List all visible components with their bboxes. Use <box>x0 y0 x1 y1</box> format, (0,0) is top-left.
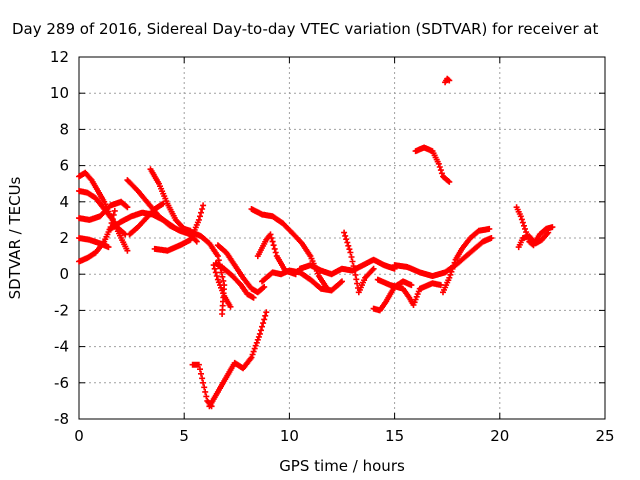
data-points-arc-c <box>76 198 131 223</box>
data-points-arc-y <box>440 225 493 296</box>
x-axis-label: GPS time / hours <box>279 457 405 475</box>
y-tick-label: 0 <box>59 265 69 283</box>
data-points-arc-s <box>254 231 299 278</box>
series-arc-s <box>254 231 299 278</box>
series-arc-z <box>412 144 453 185</box>
data-points-arc-n <box>210 262 234 310</box>
data-points-arc-aa <box>442 75 453 86</box>
data-points-arc-j <box>126 200 167 238</box>
point-layer <box>76 75 556 410</box>
y-tick-label: 2 <box>59 229 69 247</box>
y-tick-label: -6 <box>54 374 69 392</box>
x-tick-label: 0 <box>74 427 84 445</box>
y-tick-label: -4 <box>54 338 69 356</box>
x-tick-label: 25 <box>595 427 614 445</box>
series-arc-j <box>126 200 167 238</box>
x-tick-label: 20 <box>490 427 509 445</box>
tick-layer: 0 5 10 15 20 25 -8 -6 -4 -2 0 2 4 6 8 10 12 <box>50 48 615 445</box>
y-tick-label: 12 <box>50 48 69 66</box>
series-arc-x <box>391 235 495 279</box>
series-arc-y <box>440 225 493 296</box>
y-tick-label: 4 <box>59 193 69 211</box>
grid-layer <box>79 57 605 419</box>
y-tick-label: -8 <box>54 410 69 428</box>
x-tick-label: 15 <box>385 427 404 445</box>
x-tick-label: 10 <box>280 427 299 445</box>
series-arc-c <box>76 198 131 223</box>
series-arc-p <box>206 309 270 410</box>
data-points-arc-l <box>214 242 268 296</box>
series-arc-ac <box>515 229 552 251</box>
series-arc-l <box>214 242 268 296</box>
data-points-arc-x <box>391 235 495 279</box>
data-points-arc-z <box>412 144 453 185</box>
data-points-arc-e <box>76 235 112 251</box>
data-points-arc-f <box>124 177 200 245</box>
y-tick-label: 8 <box>59 120 69 138</box>
data-points-arc-p <box>206 309 270 410</box>
series-arc-m <box>212 260 257 301</box>
data-points-arc-m <box>212 260 257 301</box>
series-arc-q <box>248 206 331 292</box>
series-arc-u <box>341 229 377 296</box>
y-tick-label: -2 <box>54 301 69 319</box>
data-points-arc-ac <box>515 229 552 251</box>
series-arc-n <box>210 262 234 310</box>
y-tick-label: 6 <box>59 157 69 175</box>
x-tick-label: 5 <box>179 427 189 445</box>
series-arc-w <box>374 276 444 308</box>
data-points-arc-u <box>341 229 377 296</box>
y-axis-label: SDTVAR / TECUs <box>6 176 24 299</box>
series-arc-g <box>107 209 177 232</box>
chart-title: Day 289 of 2016, Sidereal Day-to-day VTE… <box>12 20 598 38</box>
data-points-arc-g <box>107 209 177 232</box>
data-points-arc-q <box>248 206 331 292</box>
data-points-arc-w <box>374 276 444 308</box>
series-arc-aa <box>442 75 453 86</box>
y-tick-label: 10 <box>50 84 69 102</box>
series-arc-f <box>124 177 200 245</box>
series-arc-e <box>76 235 112 251</box>
